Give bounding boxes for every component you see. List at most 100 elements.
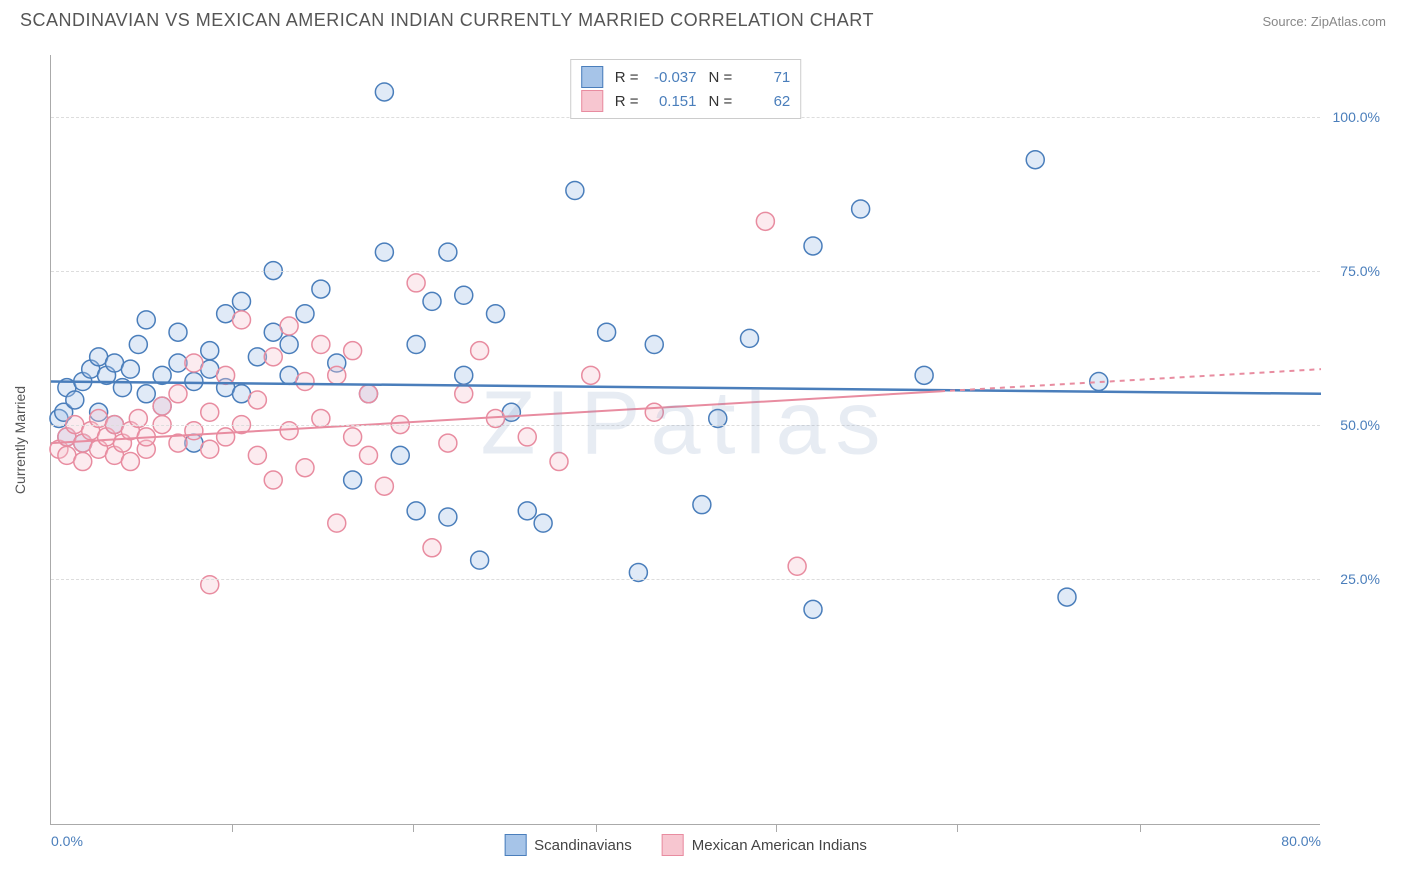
scatter-point [455,385,473,403]
x-tick-label: 0.0% [51,833,83,849]
gridline-h [51,425,1320,426]
scatter-point [915,366,933,384]
scatter-point [153,397,171,415]
scatter-point [201,342,219,360]
scatter-point [534,514,552,532]
legend-swatch-pink [581,90,603,112]
scatter-point [328,366,346,384]
scatter-point [407,274,425,292]
r-label: R = [615,69,639,86]
scatter-point [248,391,266,409]
x-minor-tick [596,824,597,832]
y-tick-label: 75.0% [1325,263,1380,279]
legend-swatch-pink [662,834,684,856]
scatter-point [280,317,298,335]
scatter-point [804,237,822,255]
scatter-point [852,200,870,218]
scatter-point [296,459,314,477]
y-tick-label: 25.0% [1325,571,1380,587]
scatter-point [137,385,155,403]
legend-label: Mexican American Indians [692,837,867,854]
scatter-point [1026,151,1044,169]
n-value: 62 [740,93,790,110]
scatter-point [471,551,489,569]
scatter-point [129,336,147,354]
scatter-point [804,600,822,618]
scatter-point [598,323,616,341]
scatter-point [344,428,362,446]
scatter-point [169,385,187,403]
scatter-point [185,372,203,390]
scatter-point [645,336,663,354]
legend-label: Scandinavians [534,837,632,854]
x-minor-tick [413,824,414,832]
scatter-point [407,336,425,354]
scatter-point [518,502,536,520]
trend-line-dashed [940,369,1321,391]
scatter-point [233,292,251,310]
scatter-point [233,311,251,329]
scatter-point [312,280,330,298]
scatter-point [360,446,378,464]
scatter-point [344,342,362,360]
scatter-svg [51,55,1320,824]
scatter-point [645,403,663,421]
gridline-h [51,579,1320,580]
scatter-point [137,311,155,329]
legend-swatch-blue [504,834,526,856]
r-value: 0.151 [647,93,697,110]
legend-stats-row: R = -0.037 N = 71 [581,66,791,88]
legend-series: Scandinavians Mexican American Indians [504,834,867,856]
chart-container: Currently Married ZIPatlas R = -0.037 N … [50,55,1386,825]
legend-stats-row: R = 0.151 N = 62 [581,90,791,112]
scatter-point [439,508,457,526]
scatter-point [344,471,362,489]
scatter-point [566,182,584,200]
scatter-point [439,434,457,452]
scatter-point [471,342,489,360]
scatter-point [201,440,219,458]
scatter-point [741,329,759,347]
scatter-point [328,514,346,532]
scatter-point [185,354,203,372]
plot-area: ZIPatlas R = -0.037 N = 71 R = 0.151 N =… [50,55,1320,825]
scatter-point [169,323,187,341]
x-minor-tick [232,824,233,832]
scatter-point [423,292,441,310]
scatter-point [248,446,266,464]
scatter-point [217,366,235,384]
y-tick-label: 100.0% [1325,109,1380,125]
scatter-point [360,385,378,403]
scatter-point [264,348,282,366]
scatter-point [375,83,393,101]
x-minor-tick [957,824,958,832]
scatter-point [439,243,457,261]
scatter-point [518,428,536,446]
r-value: -0.037 [647,69,697,86]
scatter-point [375,243,393,261]
r-label: R = [615,93,639,110]
legend-item: Scandinavians [504,834,632,856]
legend-swatch-blue [581,66,603,88]
scatter-point [550,453,568,471]
chart-source: Source: ZipAtlas.com [1262,14,1386,29]
scatter-point [582,366,600,384]
scatter-point [693,496,711,514]
n-label: N = [709,93,733,110]
scatter-point [756,212,774,230]
scatter-point [296,372,314,390]
scatter-point [407,502,425,520]
chart-header: SCANDINAVIAN VS MEXICAN AMERICAN INDIAN … [0,0,1406,36]
x-tick-label: 80.0% [1281,833,1321,849]
legend-item: Mexican American Indians [662,834,867,856]
scatter-point [121,453,139,471]
scatter-point [74,453,92,471]
scatter-point [217,428,235,446]
legend-stats: R = -0.037 N = 71 R = 0.151 N = 62 [570,59,802,119]
n-label: N = [709,69,733,86]
x-minor-tick [776,824,777,832]
scatter-point [296,305,314,323]
scatter-point [375,477,393,495]
scatter-point [455,286,473,304]
scatter-point [788,557,806,575]
